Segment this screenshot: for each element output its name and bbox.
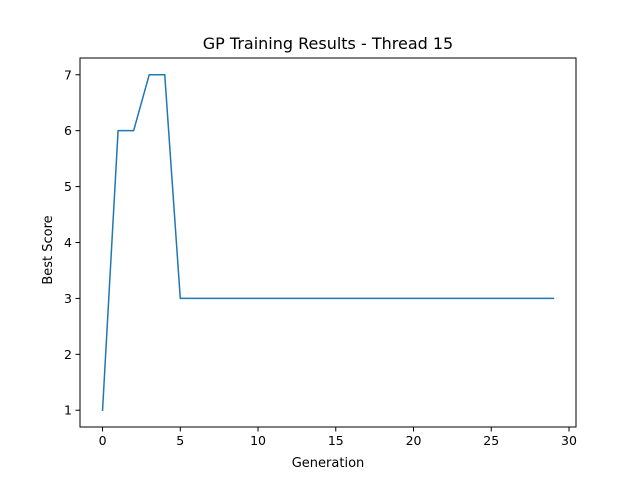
x-tick-label-15: 15: [328, 433, 344, 448]
y-tick-label-5: 5: [64, 179, 72, 194]
x-tick-label-0: 0: [99, 433, 107, 448]
x-tick-label-25: 25: [483, 433, 499, 448]
y-axis-label: Best Score: [41, 215, 56, 284]
y-tick-label-1: 1: [64, 403, 72, 418]
plot-area: 0 5 10 15 20 25 30 1 2 3 4 5 6 7: [64, 57, 577, 448]
y-tick-label-6: 6: [64, 123, 72, 138]
x-tick-label-20: 20: [406, 433, 422, 448]
x-tick-label-5: 5: [176, 433, 184, 448]
y-tick-label-3: 3: [64, 291, 72, 306]
chart-title: GP Training Results - Thread 15: [203, 34, 453, 53]
y-tick-label-7: 7: [64, 67, 72, 82]
x-tick-label-10: 10: [250, 433, 266, 448]
series-line-0: [101, 74, 555, 412]
plot-frame: [79, 57, 577, 428]
y-tick-label-2: 2: [64, 347, 72, 362]
y-tick-label-4: 4: [64, 235, 72, 250]
x-axis-label: Generation: [292, 456, 365, 471]
x-tick-label-30: 30: [561, 433, 577, 448]
